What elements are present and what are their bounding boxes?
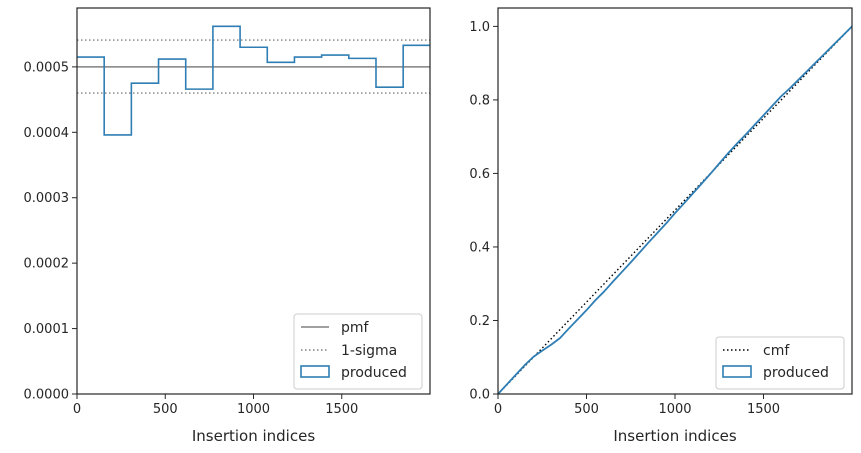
right-y-tick-label: 0.6: [469, 167, 490, 182]
left-y-tick: 0.0005: [24, 60, 77, 75]
left-y-tick: 0.0004: [24, 126, 77, 141]
cmf-line-chart: 0 500 1000 1500 0.0 0.2 0.4 0.6 0.8 1.0 Insertio…: [469, 7, 853, 445]
left-x-tick: 0: [73, 394, 81, 417]
right-x-tick: 1500: [747, 394, 780, 417]
left-y-tick: 0.0003: [24, 191, 77, 206]
left-x-tick-label: 500: [153, 402, 178, 417]
right-x-ticks: 0 500 1000 1500: [494, 394, 780, 417]
legend-pmf-label: pmf: [341, 320, 370, 336]
legend-produced-label-right: produced: [763, 365, 829, 381]
left-y-tick-label: 0.0000: [24, 388, 70, 403]
left-x-tick: 500: [153, 394, 178, 417]
right-x-tick-label: 1500: [747, 402, 780, 417]
left-x-axis-label: Insertion indices: [192, 427, 315, 445]
right-x-tick-label: 0: [494, 402, 502, 417]
left-y-tick-label: 0.0001: [24, 322, 70, 337]
legend-sigma-label: 1-sigma: [341, 343, 397, 359]
right-y-tick-label: 0.8: [469, 93, 490, 108]
legend-cmf-label: cmf: [763, 343, 790, 359]
left-y-tick-label: 0.0002: [24, 257, 70, 272]
left-y-ticks: 0.0000 0.0001 0.0002 0.0003 0.0004 0.0005: [24, 60, 77, 403]
right-y-tick: 0.2: [469, 314, 498, 329]
right-legend: cmf produced: [715, 336, 845, 390]
right-y-tick: 0.8: [469, 93, 498, 108]
left-x-tick-label: 1500: [325, 402, 358, 417]
left-y-tick-label: 0.0004: [24, 126, 70, 141]
left-y-tick: 0.0001: [24, 322, 77, 337]
right-x-tick: 0: [494, 394, 502, 417]
right-y-tick-label: 0.0: [469, 388, 490, 403]
legend-produced-swatch: [300, 365, 330, 378]
left-y-tick: 0.0002: [24, 257, 77, 272]
right-y-tick-label: 0.4: [469, 240, 490, 255]
right-x-tick-label: 1000: [658, 402, 691, 417]
right-x-axis-label: Insertion indices: [613, 427, 736, 445]
legend-produced-swatch-right: [722, 365, 752, 378]
right-y-tick: 0.6: [469, 167, 498, 182]
left-x-tick-label: 0: [73, 402, 81, 417]
produced-histogram-step: [77, 25, 430, 136]
right-y-tick: 1.0: [469, 20, 498, 35]
left-x-tick: 1000: [237, 394, 270, 417]
left-y-tick-label: 0.0003: [24, 191, 70, 206]
right-x-tick-label: 500: [574, 402, 599, 417]
cmf-line: [497, 25, 853, 395]
left-x-tick: 1500: [325, 394, 358, 417]
right-y-ticks: 0.0 0.2 0.4 0.6 0.8 1.0: [469, 20, 498, 403]
left-legend-box: [293, 313, 423, 390]
left-y-tick-label: 0.0005: [24, 60, 70, 75]
right-x-tick: 500: [574, 394, 599, 417]
legend-produced-label: produced: [341, 365, 407, 381]
left-x-ticks: 0 500 1000 1500: [73, 394, 358, 417]
left-legend: pmf 1-sigma produced: [293, 313, 423, 390]
left-x-tick-label: 1000: [237, 402, 270, 417]
sigma-lines: [77, 39, 430, 94]
right-x-tick: 1000: [658, 394, 692, 417]
produced-cmf-line: [497, 25, 853, 395]
right-y-tick: 0.0: [469, 388, 498, 403]
right-y-tick-label: 1.0: [469, 20, 490, 35]
left-y-tick: 0.0000: [24, 388, 77, 403]
right-y-tick: 0.4: [469, 240, 498, 255]
right-y-tick-label: 0.2: [469, 314, 490, 329]
